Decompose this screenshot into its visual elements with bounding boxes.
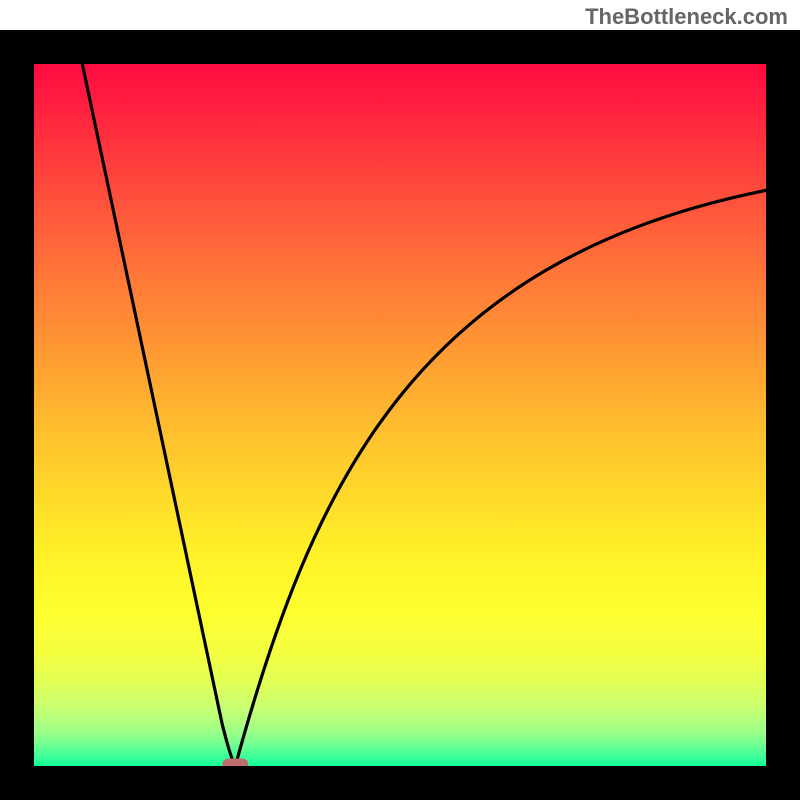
frame-left	[0, 30, 34, 800]
watermark-text: TheBottleneck.com	[585, 4, 788, 30]
chart-container: TheBottleneck.com	[0, 0, 800, 800]
gradient-background	[34, 64, 766, 766]
frame-bottom	[0, 766, 800, 800]
frame-top	[0, 30, 800, 64]
frame-right	[766, 30, 800, 800]
